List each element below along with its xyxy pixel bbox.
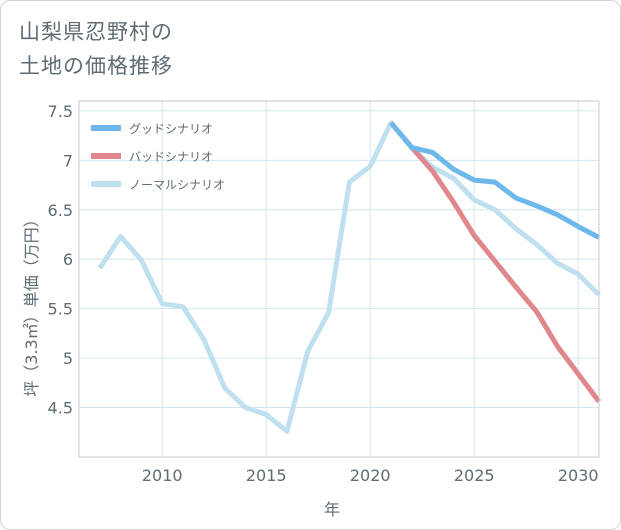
x-axis-label: 年 <box>324 500 340 519</box>
legend-label: バッドシナリオ <box>129 150 213 164</box>
chart-title: 山梨県忍野村の 土地の価格推移 <box>19 15 173 83</box>
series-line-2 <box>97 120 601 434</box>
y-tick-label: 6 <box>63 250 73 269</box>
x-tick-label: 2015 <box>246 466 287 485</box>
y-tick-label: 5 <box>63 349 73 368</box>
x-tick-label: 2025 <box>454 466 495 485</box>
x-tick-label: 2030 <box>558 466 599 485</box>
axes <box>78 100 600 458</box>
legend-label: ノーマルシナリオ <box>129 178 225 192</box>
x-tick-label: 2010 <box>142 466 183 485</box>
y-axis-label: 坪（3.3㎡）単価（万円） <box>22 211 41 396</box>
legend-label: グッドシナリオ <box>129 122 213 136</box>
series-line-1 <box>389 121 601 404</box>
title-line-1: 山梨県忍野村の <box>19 20 173 44</box>
title-line-2: 土地の価格推移 <box>19 54 173 78</box>
y-tick-label: 5.5 <box>48 300 73 319</box>
series-line-0 <box>389 121 601 240</box>
y-tick-label: 4.5 <box>48 399 73 418</box>
tick-labels: 4.5 5 5.5 6 6.5 7 7.5 2010 2015 2020 2025 2030 <box>48 102 599 485</box>
series-layer <box>97 120 601 434</box>
y-tick-label: 7 <box>63 151 73 170</box>
plot-frame <box>78 100 600 458</box>
x-tick-label: 2020 <box>350 466 391 485</box>
y-tick-label: 7.5 <box>48 102 73 121</box>
grid <box>79 101 599 457</box>
y-tick-label: 6.5 <box>48 201 73 220</box>
